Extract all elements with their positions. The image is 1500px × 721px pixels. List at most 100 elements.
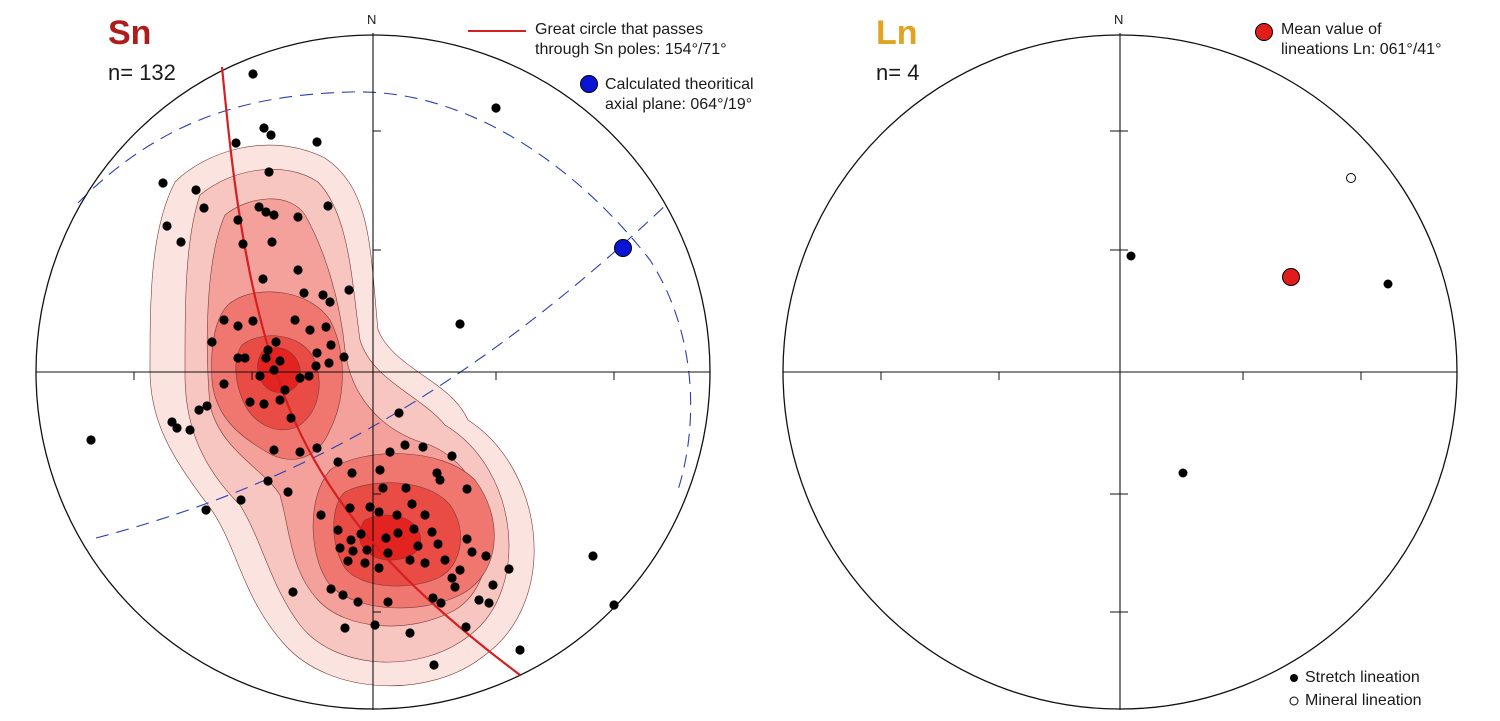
sn-pole-point [219,315,229,325]
sn-pole-point [392,510,402,520]
axial-plane-point [614,239,632,257]
sn-pole-point [450,582,460,592]
sn-pole-point [86,435,96,445]
sn-pole-point [343,556,353,566]
sn-pole-point [435,475,445,485]
sn-pole-point [240,353,250,363]
ln-count: n= 4 [876,60,920,85]
sn-pole-point [405,628,415,638]
sn-pole-point [370,620,380,630]
sn-pole-point [231,138,241,148]
axial-plane-legend-text: Calculated theoritical axial plane: 064°… [605,76,754,113]
sn-pole-point [339,352,349,362]
axis-ticks [133,130,615,613]
sn-pole-point [488,580,498,590]
sn-pole-point [259,123,269,133]
stretch-lineation-point [1383,279,1393,289]
sn-pole-point [258,274,268,284]
ln-stereonet [782,33,1458,710]
sn-pole-point [374,563,384,573]
sn-pole-point [264,167,274,177]
sn-pole-point [365,502,375,512]
sn-pole-point [345,503,355,513]
sn-poles [86,69,619,670]
mean-lineation-legend-text: Mean value of lineations Ln: 061°/41° [1281,21,1442,58]
sn-pole-point [191,185,201,195]
sn-pole-point [261,207,271,217]
sn-pole-point [407,499,417,509]
ln-north-label: N [1114,12,1124,27]
sn-pole-point [461,622,471,632]
sn-pole-point [440,555,450,565]
sn-pole-point [238,239,248,249]
sn-pole-point [326,584,336,594]
sn-pole-point [474,595,484,605]
sn-pole-point [333,457,343,467]
sn-pole-point [356,529,366,539]
sn-pole-point [385,447,395,457]
sn-pole-point [401,483,411,493]
sn-pole-point [394,408,404,418]
sn-pole-point [280,385,290,395]
sn-pole-point [295,373,305,383]
stretch-lineation-point [1178,468,1188,478]
sn-pole-point [318,290,328,300]
sn-north-label: N [367,12,377,27]
stretch-lineation-legend-text: Stretch lineation [1305,669,1420,686]
sn-pole-point [333,525,343,535]
sn-pole-point [491,103,501,113]
sn-pole-point [201,505,211,515]
sn-pole-point [233,353,243,363]
sn-pole-point [375,465,385,475]
sn-pole-point [413,541,423,551]
sn-pole-point [295,447,305,457]
mean-lineation-legend-swatch [1255,23,1273,41]
sn-pole-point [233,215,243,225]
sn-pole-point [199,203,209,213]
sn-pole-point [432,468,442,478]
sn-pole-point [261,353,271,363]
sn-pole-point [338,590,348,600]
sn-pole-point [304,371,314,381]
sn-pole-point [436,598,446,608]
sn-pole-point [409,524,419,534]
sn-pole-point [335,543,345,553]
great-circle-legend-text: Great circle that passes through Sn pole… [535,21,727,58]
sn-pole-point [405,555,415,565]
sn-pole-point [233,321,243,331]
sn-pole-point [609,600,619,610]
sn-pole-point [381,533,391,543]
sn-count: n= 132 [108,60,176,85]
sn-pole-point [271,337,281,347]
sn-pole-point [288,587,298,597]
sn-pole-point [429,660,439,670]
sn-pole-point [383,548,393,558]
sn-pole-point [420,510,430,520]
sn-pole-point [344,285,354,295]
sn-pole-point [321,322,331,332]
sn-pole-point [219,379,229,389]
mineral-lineation-point [1346,173,1356,183]
sn-pole-point [248,316,258,326]
axis-ticks [880,130,1362,613]
sn-pole-point [340,623,350,633]
sn-pole-point [299,288,309,298]
sn-pole-point [383,597,393,607]
sn-pole-point [455,319,465,329]
sn-pole-point [255,371,265,381]
sn-pole-point [400,440,410,450]
sn-pole-point [316,510,326,520]
sn-pole-point [433,539,443,549]
sn-pole-point [158,178,168,188]
sn-pole-point [275,395,285,405]
sn-pole-point [360,558,370,568]
sn-pole-point [462,484,472,494]
sn-title: Sn [108,14,152,52]
sn-pole-point [374,507,384,517]
ln-title: Ln [876,14,918,52]
sn-density-contours [149,144,535,687]
sn-pole-point [290,315,300,325]
sn-pole-point [202,401,212,411]
sn-pole-point [393,528,403,538]
ln-net-frame [782,33,1458,710]
